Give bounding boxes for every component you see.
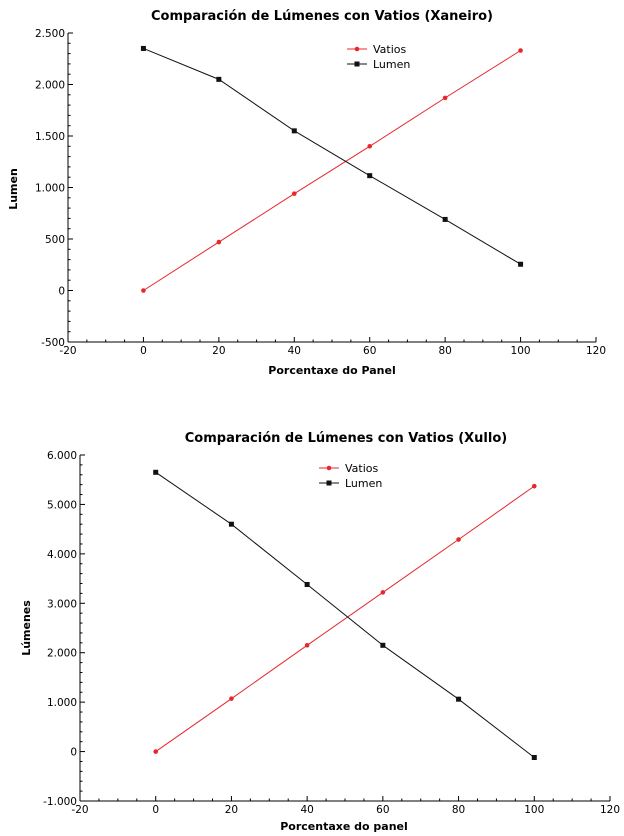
x-tick-label: 60 bbox=[376, 804, 389, 816]
x-tick-label: 40 bbox=[300, 804, 313, 816]
legend-label-vatios: Vatios bbox=[373, 43, 407, 56]
x-tick-label: 100 bbox=[511, 345, 531, 357]
chart-title: Comparación de Lúmenes con Vatios (Xanei… bbox=[151, 9, 493, 24]
point-lumen bbox=[442, 216, 448, 222]
y-tick-label: 1.000 bbox=[35, 183, 65, 195]
y-tick-label: -500 bbox=[41, 337, 65, 349]
x-tick-label: 0 bbox=[140, 345, 147, 357]
point-vatios bbox=[229, 696, 234, 701]
point-lumen bbox=[216, 76, 222, 82]
y-tick-label: 2.500 bbox=[35, 28, 65, 40]
point-lumen bbox=[291, 128, 297, 134]
point-vatios bbox=[153, 749, 159, 754]
point-vatios bbox=[141, 288, 146, 293]
x-tick-label: 40 bbox=[288, 345, 301, 357]
x-axis-label: Porcentaxe do panel bbox=[280, 820, 408, 833]
y-tick-label: 500 bbox=[45, 234, 65, 246]
point-vatios bbox=[367, 144, 373, 149]
point-vatios bbox=[380, 590, 386, 595]
y-tick-label: 4.000 bbox=[47, 549, 77, 561]
x-tick-label: -20 bbox=[71, 804, 88, 816]
point-vatios bbox=[518, 48, 523, 53]
point-vatios bbox=[456, 537, 461, 542]
y-tick-label: 0 bbox=[70, 747, 77, 759]
series-line-vatios bbox=[155, 485, 535, 752]
point-vatios bbox=[291, 191, 297, 196]
y-axis-label: Lumen bbox=[7, 168, 20, 210]
x-tick-label: 60 bbox=[363, 345, 376, 357]
point-lumen bbox=[531, 755, 537, 761]
point-lumen bbox=[367, 173, 373, 179]
point-vatios bbox=[216, 239, 222, 245]
y-tick-label: 2.000 bbox=[35, 80, 65, 92]
legend-label-lumen: Lumen bbox=[345, 477, 382, 490]
x-tick-label: 20 bbox=[225, 804, 238, 816]
chart-xaneiro: Comparación de Lúmenes con Vatios (Xanei… bbox=[7, 9, 606, 377]
series bbox=[153, 469, 537, 761]
x-tick-label: 120 bbox=[586, 345, 606, 357]
legend: Vatios Lumen bbox=[347, 43, 410, 71]
series bbox=[140, 45, 524, 293]
y-tick-label: 2.000 bbox=[47, 648, 77, 660]
legend-marker-lumen bbox=[326, 480, 332, 486]
chart-xullo: Comparación de Lúmenes con Vatios (Xullo… bbox=[20, 431, 620, 833]
legend-label-lumen: Lumen bbox=[373, 58, 410, 71]
series-line-lumen bbox=[143, 47, 521, 265]
y-axis-label: Lúmenes bbox=[20, 600, 33, 656]
y-tick-label: 1.000 bbox=[47, 697, 77, 709]
x-tick-label: 80 bbox=[452, 804, 465, 816]
x-tick-label: 100 bbox=[524, 804, 544, 816]
y-tick-label: 0 bbox=[58, 286, 65, 298]
y-tick-label: 1.500 bbox=[35, 131, 65, 143]
y-tick-label: 3.000 bbox=[47, 598, 77, 610]
x-tick-label: 0 bbox=[152, 804, 159, 816]
legend-marker-lumen bbox=[354, 61, 360, 67]
x-tick-label: 20 bbox=[212, 345, 225, 357]
point-lumen bbox=[456, 696, 462, 702]
point-lumen bbox=[380, 642, 386, 648]
x-tick-label: 80 bbox=[438, 345, 451, 357]
y-tick-label: 6.000 bbox=[47, 450, 77, 462]
ticks: -20 0 20 40 60 80 100 120 -500 0 500 1.000 1.500 2.00… bbox=[35, 28, 606, 357]
x-axis-label: Porcentaxe do Panel bbox=[268, 364, 395, 377]
legend-label-vatios: Vatios bbox=[345, 462, 379, 475]
point-vatios bbox=[304, 643, 310, 648]
point-lumen bbox=[518, 261, 524, 267]
point-lumen bbox=[140, 45, 146, 51]
point-lumen bbox=[228, 521, 234, 527]
y-tick-label: -1.000 bbox=[43, 796, 77, 808]
point-lumen bbox=[304, 582, 310, 588]
series-line-vatios bbox=[143, 50, 521, 291]
legend-marker-vatios bbox=[326, 465, 332, 471]
y-tick-label: 5.000 bbox=[47, 499, 77, 511]
legend: Vatios Lumen bbox=[319, 462, 382, 490]
point-vatios bbox=[442, 95, 448, 101]
legend-marker-vatios bbox=[354, 46, 360, 52]
point-lumen bbox=[153, 469, 159, 475]
chart-title: Comparación de Lúmenes con Vatios (Xullo… bbox=[185, 431, 507, 446]
series-line-lumen bbox=[155, 471, 535, 758]
x-tick-label: -20 bbox=[59, 345, 76, 357]
x-tick-label: 120 bbox=[600, 804, 620, 816]
axes bbox=[67, 33, 596, 343]
ticks: -20 0 20 40 60 80 100 120 -1.000 0 1.000 2.000 3.000… bbox=[43, 450, 620, 816]
point-vatios bbox=[531, 483, 537, 489]
